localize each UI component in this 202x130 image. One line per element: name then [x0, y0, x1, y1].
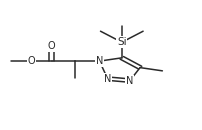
Text: O: O [48, 41, 55, 51]
Text: Si: Si [116, 37, 126, 47]
Text: N: N [126, 76, 133, 86]
Text: N: N [103, 74, 111, 84]
Text: N: N [95, 56, 103, 66]
Text: O: O [27, 56, 35, 66]
